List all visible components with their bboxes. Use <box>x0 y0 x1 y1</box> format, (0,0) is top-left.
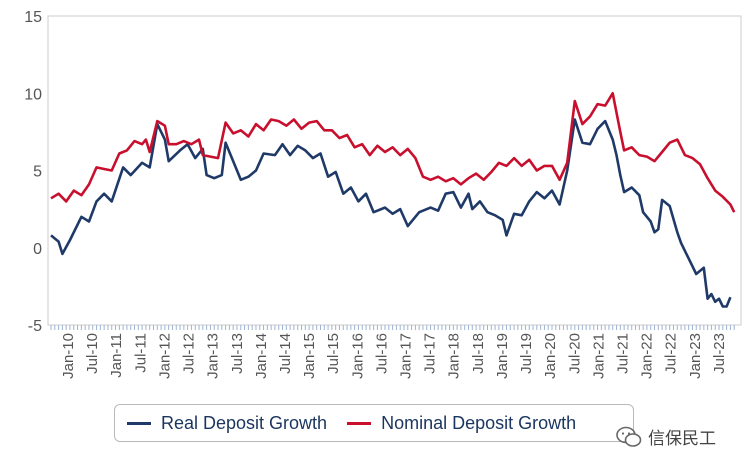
x-tick-label: Jan-20 <box>542 333 559 379</box>
x-tick-label: Jan-11 <box>108 333 125 378</box>
x-tick-label: Jul-16 <box>373 333 390 374</box>
x-tick-label: Jan-16 <box>349 333 366 379</box>
x-tick-label: Jul-14 <box>277 333 294 374</box>
x-tick-label: Jul-20 <box>566 333 583 374</box>
legend-item-real: Real Deposit Growth <box>127 413 327 434</box>
x-tick-label: Jul-13 <box>229 333 246 374</box>
y-tick-label: -5 <box>28 318 42 335</box>
x-tick-label: Jan-21 <box>590 333 607 379</box>
x-tick-label: Jul-10 <box>84 333 101 374</box>
legend-swatch-real <box>127 421 151 425</box>
y-tick-label: 15 <box>24 9 42 26</box>
watermark: 信保民工 <box>616 424 716 449</box>
x-tick-label: Jul-22 <box>663 333 680 374</box>
watermark-text: 信保民工 <box>648 429 716 449</box>
x-tick-label: Jul-15 <box>325 333 342 374</box>
plot-frame <box>47 15 742 326</box>
x-tick-label: Jul-19 <box>518 333 535 374</box>
y-tick-label: 10 <box>24 86 42 103</box>
x-tick-label: Jul-11 <box>132 333 149 373</box>
legend-item-nominal: Nominal Deposit Growth <box>347 413 576 434</box>
x-tick-label: Jan-13 <box>205 333 222 379</box>
x-tick-label: Jan-12 <box>156 333 173 379</box>
x-tick-label: Jan-23 <box>687 333 704 379</box>
x-tick-label: Jan-19 <box>494 333 511 379</box>
legend-label-real: Real Deposit Growth <box>161 412 328 433</box>
legend-swatch-nominal <box>347 421 372 425</box>
y-tick-label: 0 <box>33 241 42 258</box>
x-tick-label: Jul-18 <box>470 333 487 374</box>
x-tick-label: Jan-14 <box>253 333 270 379</box>
x-tick-label: Jan-22 <box>639 333 656 379</box>
chart-legend: Real Deposit Growth Nominal Deposit Grow… <box>114 404 634 442</box>
y-axis: 15 10 5 0 -5 <box>24 9 42 335</box>
series-line-nominal <box>50 92 736 213</box>
x-tick-label: Jul-23 <box>711 333 728 374</box>
x-axis: Jan-10 Jul-10 Jan-11 Jul-11 Jan-12 Jul-12 Jan-… <box>50 325 735 379</box>
series-line-real <box>50 118 732 308</box>
x-tick-label: Jan-17 <box>398 333 415 379</box>
legend-label-nominal: Nominal Deposit Growth <box>381 412 577 433</box>
wechat-icon <box>616 426 642 447</box>
x-tick-label: Jan-15 <box>301 333 318 379</box>
x-tick-label: Jan-10 <box>60 333 77 379</box>
y-tick-label: 5 <box>33 164 42 181</box>
x-tick-label: Jul-21 <box>614 333 631 374</box>
x-tick-label: Jan-18 <box>446 333 463 379</box>
x-tick-label: Jul-17 <box>422 333 439 374</box>
x-tick-label: Jul-12 <box>181 333 198 374</box>
series-layer <box>50 92 736 308</box>
